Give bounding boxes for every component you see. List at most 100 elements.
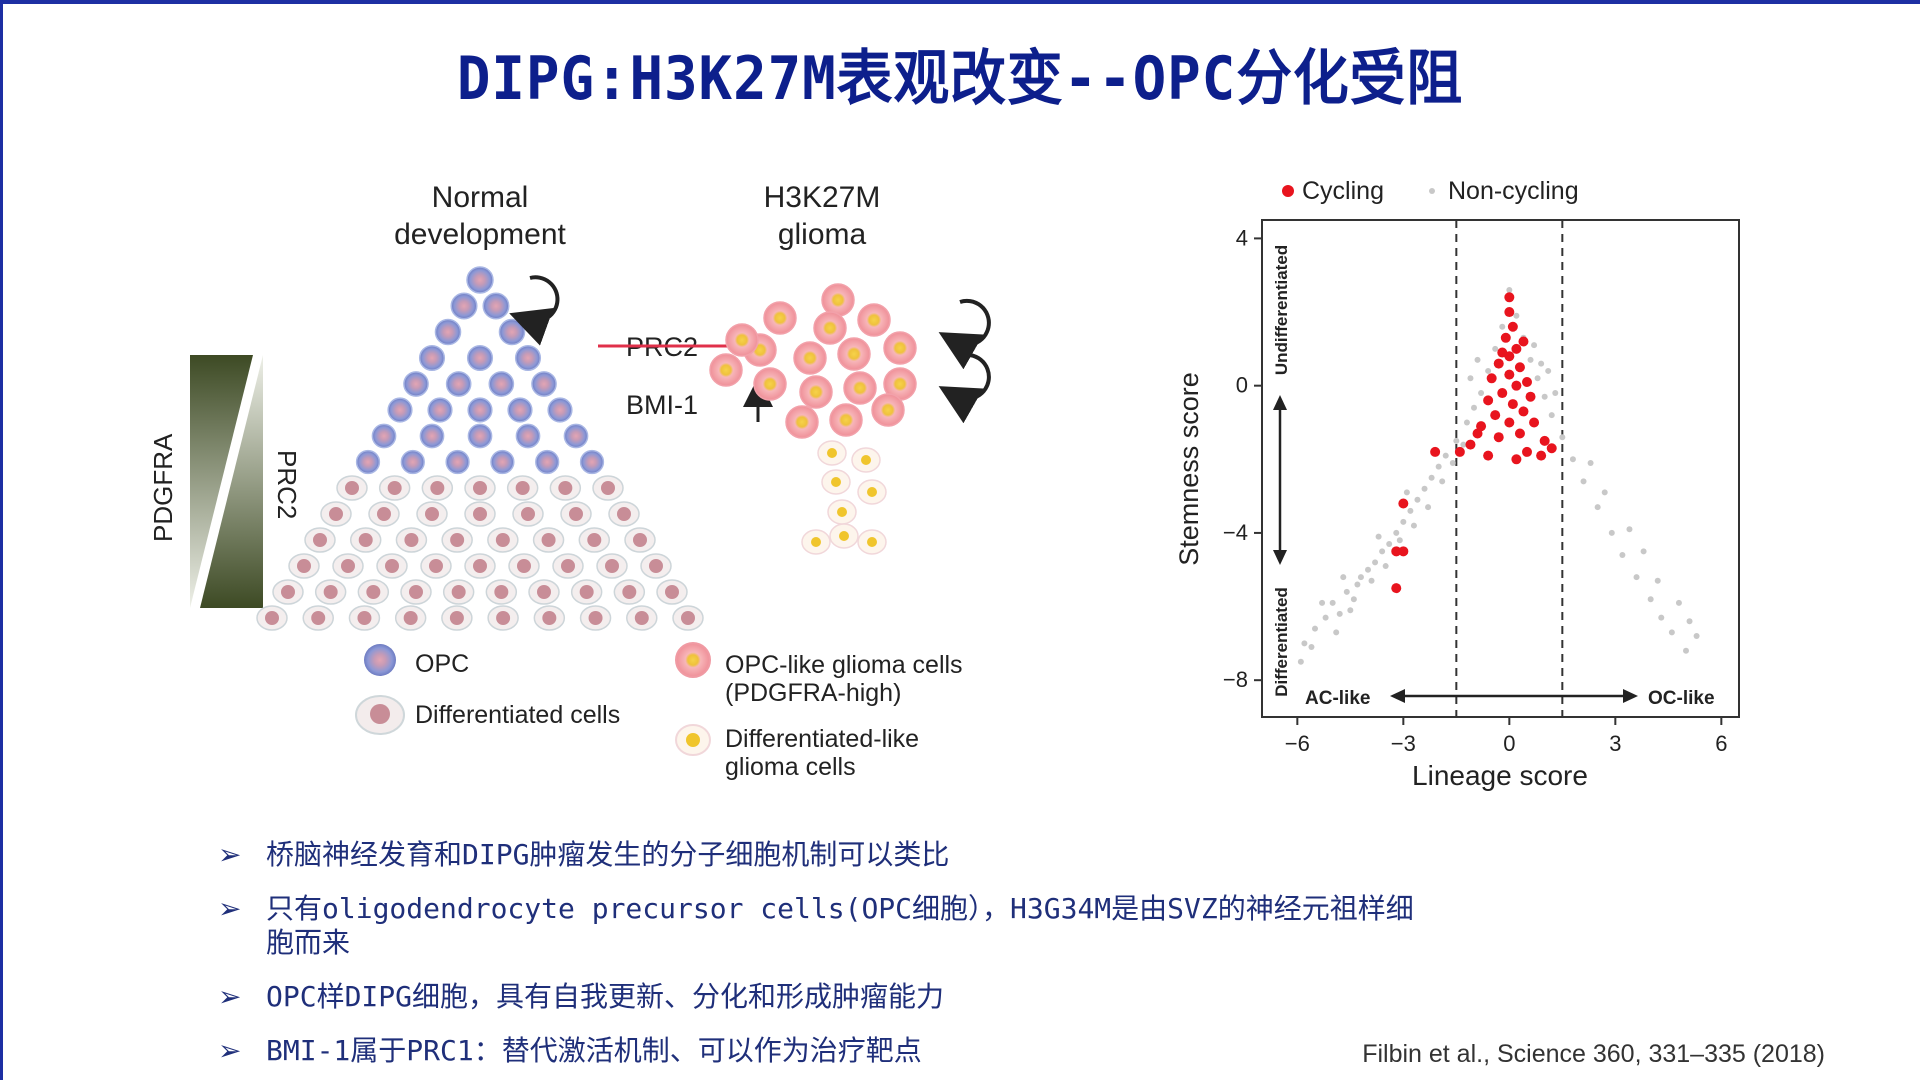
bmi1-label: BMI-1	[626, 390, 698, 420]
cycling-point	[1486, 373, 1497, 384]
cycling-point	[1539, 435, 1550, 446]
noncycling-point	[1478, 390, 1485, 397]
noncycling-point	[1594, 504, 1601, 511]
cell-nucleus	[542, 611, 557, 625]
cell-nucleus	[622, 585, 637, 599]
noncycling-point	[1368, 577, 1375, 584]
pdgfra-label: PDGFRA	[148, 433, 178, 542]
opc-like-glioma-cell	[883, 331, 917, 365]
noncycling-point	[1654, 577, 1661, 584]
opc-cell	[490, 449, 515, 475]
opc-cell	[579, 449, 605, 475]
cycling-point	[1529, 417, 1540, 428]
opc-cell	[507, 397, 533, 423]
x-tick-label: −3	[1391, 731, 1416, 756]
cell-nucleus	[358, 533, 373, 547]
noncycling-point	[1619, 552, 1626, 559]
undifferentiated-label: Undifferentiated	[1272, 245, 1291, 375]
citation: Filbin et al., Science 360, 331–335 (201…	[1362, 1040, 1825, 1068]
svg-text:OPC-like glioma cells: OPC-like glioma cells	[725, 651, 963, 679]
opc-cell	[482, 292, 510, 320]
cycling-point	[1398, 498, 1409, 509]
noncycling-point	[1548, 412, 1555, 419]
noncycling-point	[1587, 459, 1594, 466]
noncycling-point	[1407, 507, 1414, 514]
noncycling-point	[1608, 529, 1615, 536]
opc-like-glioma-cell	[753, 367, 787, 401]
cell-nucleus	[558, 481, 573, 495]
noncycling-point	[1386, 540, 1393, 547]
noncycling-point	[1513, 312, 1520, 319]
opc-cell	[547, 397, 573, 423]
cell-nucleus	[861, 455, 871, 465]
bullet-text: BMI-1属于PRC1：替代激活机制、可以作为治疗靶点	[266, 1034, 922, 1067]
noncycling-point	[1686, 618, 1693, 625]
opc-cell	[515, 423, 541, 449]
noncycling-point	[1357, 574, 1364, 581]
cell-nucleus	[341, 559, 355, 573]
cycling-point	[1398, 546, 1409, 557]
cycling-point	[1536, 450, 1547, 461]
opc-like-glioma-cell	[871, 393, 905, 427]
cycling-point	[1472, 428, 1483, 439]
svg-text:Differentiated cells: Differentiated cells	[415, 701, 620, 729]
legend-opc-like-glioma: OPC-like glioma cells (PDGFRA-high)	[675, 642, 963, 707]
noncycling-point	[1347, 607, 1354, 614]
lineage-stemness-scatter-chart: Cycling Non-cycling −6 −3 0 3 6 4 0 −4 −8 Stemne…	[1174, 177, 1740, 791]
cycling-point	[1391, 583, 1402, 594]
noncycling-point	[1365, 566, 1371, 573]
opc-like-glioma-cell	[837, 337, 871, 371]
bullet-item: ➢ 只有oligodendrocyte precursor cells(OPC细…	[218, 892, 1698, 960]
cell-nucleus	[579, 585, 594, 599]
opc-like-glioma-cell	[857, 303, 891, 337]
differentiated-label: Differentiated	[1272, 587, 1291, 697]
noncycling-point	[1379, 548, 1386, 555]
cycling-point	[1497, 388, 1508, 399]
noncycling-point	[1410, 522, 1417, 529]
noncycling-point	[1297, 658, 1304, 665]
glioma-self-renewal-arrow-icon-2	[938, 352, 991, 424]
noncycling-point	[1463, 419, 1470, 426]
cell-nucleus	[517, 559, 531, 573]
noncycling-point	[1354, 581, 1361, 588]
cell-nucleus	[541, 533, 556, 547]
x-tick-label: 3	[1609, 731, 1621, 756]
opc-cell	[488, 371, 515, 397]
noncycling-point	[1375, 533, 1382, 540]
cell-nucleus	[329, 507, 343, 521]
bullet-item: ➢ 桥脑神经发育和DIPG肿瘤发生的分子细胞机制可以类比	[218, 838, 1698, 872]
noncycling-point	[1569, 456, 1576, 463]
noncycling-point	[1647, 596, 1654, 603]
noncycling-point	[1329, 599, 1336, 606]
cell-nucleus	[281, 585, 295, 599]
opc-like-glioma-cell	[821, 283, 855, 317]
noncycling-point	[1336, 610, 1343, 617]
noncycling-point	[1425, 504, 1432, 511]
noncycling-point	[1559, 434, 1566, 441]
cell-nucleus	[665, 585, 679, 599]
ac-like-label: AC-like	[1305, 688, 1370, 709]
legend-opc: OPC	[364, 644, 469, 678]
oc-like-label: OC-like	[1648, 688, 1715, 709]
slide-top-border	[0, 0, 1920, 4]
noncycling-point	[1319, 599, 1326, 606]
opc-like-glioma-cell	[785, 405, 819, 439]
bullet-arrow-icon: ➢	[218, 838, 242, 871]
noncycling-point	[1382, 563, 1389, 570]
chart-legend: Cycling Non-cycling	[1282, 177, 1579, 205]
noncycling-point	[1541, 393, 1548, 400]
normal-development-label-2: development	[394, 218, 566, 251]
h3k27m-glioma-label-2: glioma	[778, 218, 867, 251]
bullet-arrow-icon: ➢	[218, 892, 242, 925]
y-tick-label: −8	[1223, 667, 1248, 692]
bullet-text: OPC样DIPG细胞，具有自我更新、分化和形成肿瘤能力	[266, 980, 945, 1013]
self-renewal-arrow-icon	[509, 275, 560, 346]
noncycling-point	[1421, 485, 1428, 492]
opc-cell	[450, 292, 478, 320]
cell-nucleus	[429, 559, 443, 573]
noncycling-point	[1580, 478, 1587, 485]
opc-like-glioma-cell	[709, 353, 743, 387]
opc-cell	[498, 318, 526, 346]
cell-nucleus	[430, 481, 445, 495]
cell-nucleus	[537, 585, 551, 599]
